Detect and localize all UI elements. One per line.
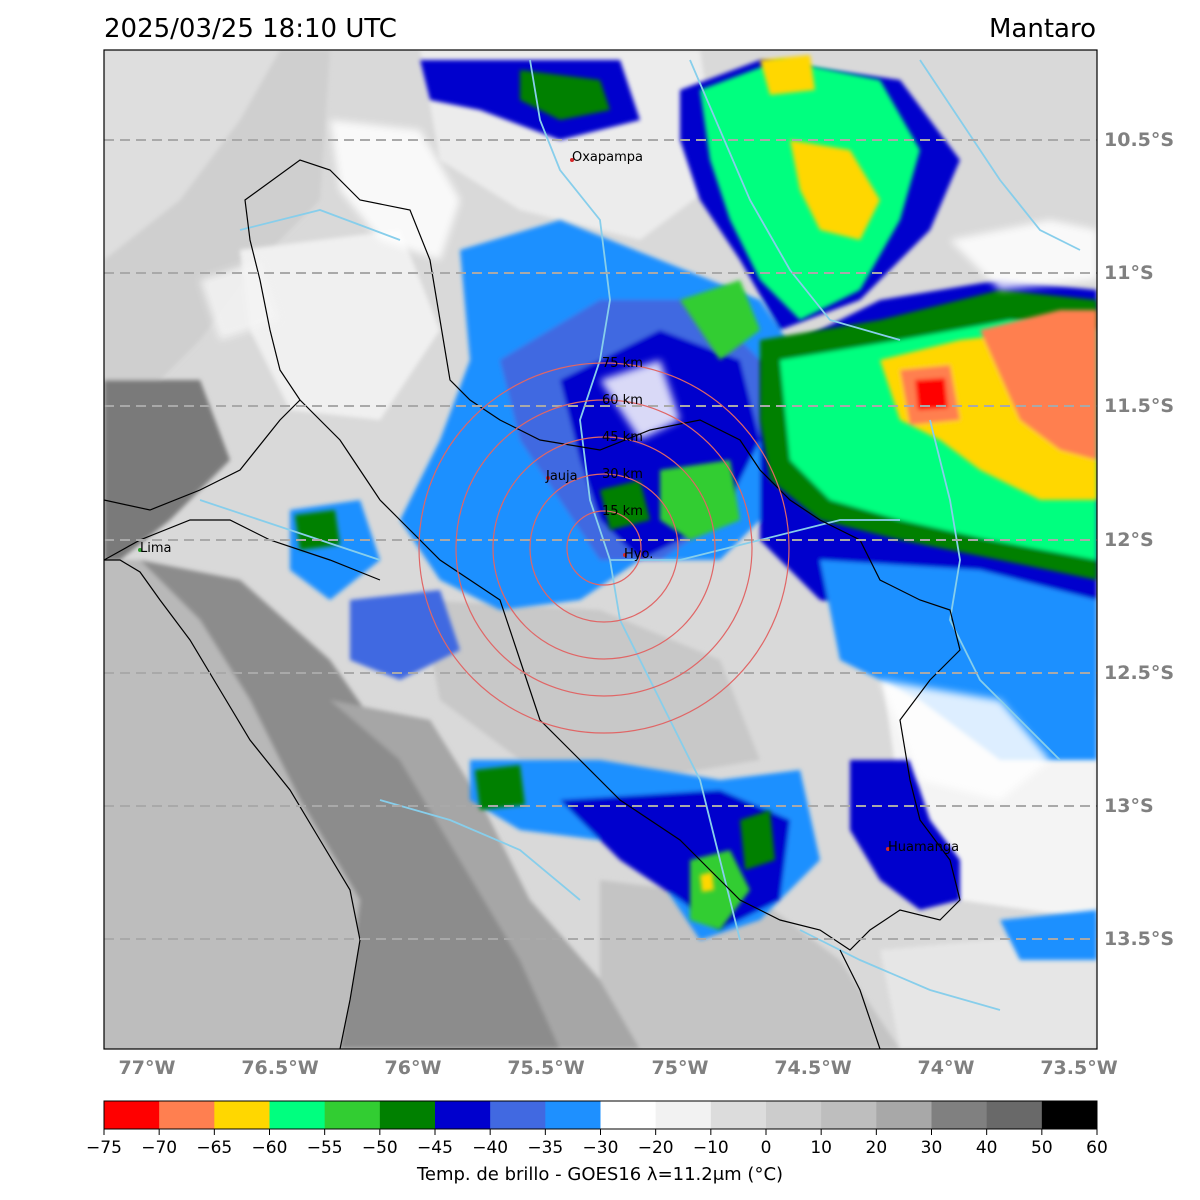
colorbar-tick-label: 0: [761, 1138, 772, 1158]
city-marker-huancayo: [623, 553, 627, 557]
colorbar-segment: [1041, 1101, 1098, 1129]
colorbar-tick-label: −35: [527, 1138, 563, 1158]
ring-label-45: 45 km: [602, 430, 643, 445]
lon-label-75: 75°W: [652, 1057, 709, 1079]
lon-label-74-5: 74.5°W: [774, 1057, 851, 1079]
colorbar-segment: [766, 1101, 822, 1129]
ring-label-60: 60 km: [602, 393, 643, 408]
lat-label-12-5: 12.5°S: [1104, 662, 1174, 684]
colorbar-ticks: −75 −70 −65 −60 −55 −50 −45 −40 −35 −30 −20 −10 0 10 2…: [86, 1129, 1108, 1158]
colorbar-tick-label: 40: [976, 1138, 998, 1158]
colorbar-tick-label: 20: [866, 1138, 888, 1158]
colorbar-tick-label: −70: [141, 1138, 177, 1158]
lon-label-76-5: 76.5°W: [241, 1057, 318, 1079]
colorbar-tick-label: 60: [1086, 1138, 1108, 1158]
city-marker-oxapampa: [570, 158, 574, 162]
colorbar-segment: [821, 1101, 877, 1129]
colorbar-tick-label: −55: [307, 1138, 343, 1158]
colorbar-tick-label: −50: [362, 1138, 398, 1158]
region-title: Mantaro: [989, 14, 1096, 44]
colorbar-segment: [876, 1101, 932, 1129]
colorbar-tick-label: 50: [1031, 1138, 1053, 1158]
colorbar-tick-label: −40: [472, 1138, 508, 1158]
sea-area: [104, 560, 360, 1049]
warm-clouds: [200, 120, 1097, 800]
ring-label-30: 30 km: [602, 467, 643, 482]
colorbar-segment: [490, 1101, 546, 1129]
colorbar-tick-label: 10: [810, 1138, 832, 1158]
colorbar-tick-label: −45: [417, 1138, 453, 1158]
lon-label-73-5: 73.5°W: [1040, 1057, 1117, 1079]
colorbar-segment: [986, 1101, 1043, 1129]
colorbar-tick-label: −30: [583, 1138, 619, 1158]
colorbar-segment: [269, 1101, 326, 1129]
map-content: 15 km 30 km 45 km 60 km 75 km Oxapampa J…: [104, 50, 1097, 1049]
city-label-oxapampa: Oxapampa: [572, 150, 643, 165]
colorbar-tick-label: −75: [86, 1138, 122, 1158]
city-marker-jauja: [546, 476, 550, 480]
colorbar-segment: [214, 1101, 270, 1129]
timestamp-title: 2025/03/25 18:10 UTC: [104, 14, 397, 44]
city-label-huamanga: Huamanga: [888, 840, 959, 855]
colorbar-segment: [379, 1101, 436, 1129]
lon-label-76: 76°W: [385, 1057, 442, 1079]
coldest-tops: [700, 55, 1097, 892]
colorbar-tick-label: 30: [921, 1138, 943, 1158]
lon-label-74: 74°W: [918, 1057, 975, 1079]
lat-label-11: 11°S: [1104, 262, 1154, 284]
lat-gridlines: [104, 139, 1097, 940]
colorbar-segment: [435, 1101, 491, 1129]
rivers: [199, 59, 1081, 1011]
longitude-labels: 77°W 76.5°W 76°W 75.5°W 75°W 74.5°W 74°W…: [119, 1057, 1118, 1079]
colorbar-segment: [104, 1101, 160, 1129]
colorbar-segment: [600, 1101, 657, 1129]
city-marker-lima: [138, 548, 142, 552]
colorbar-segment: [545, 1101, 601, 1129]
lat-label-11-5: 11.5°S: [1104, 395, 1174, 417]
colorbar-title: Temp. de brillo - GOES16 λ=11.2μm (°C): [416, 1164, 783, 1185]
lat-label-13-5: 13.5°S: [1104, 928, 1174, 950]
colorbar-segment: [710, 1101, 767, 1129]
colorbar-segment: [159, 1101, 215, 1129]
lat-label-10-5: 10.5°S: [1104, 129, 1174, 151]
ring-label-75: 75 km: [602, 356, 643, 371]
ring-labels: 15 km 30 km 45 km 60 km 75 km: [602, 356, 643, 519]
lat-label-12: 12°S: [1104, 529, 1154, 551]
city-label-huancayo: Hyo.: [624, 547, 653, 562]
lon-label-75-5: 75.5°W: [507, 1057, 584, 1079]
colorbar-tick-label: −65: [196, 1138, 232, 1158]
lon-label-77: 77°W: [119, 1057, 176, 1079]
latitude-labels: 10.5°S 11°S 11.5°S 12°S 12.5°S 13°S 13.5…: [1104, 129, 1174, 950]
colorbar-segment: [324, 1101, 381, 1129]
lat-label-13: 13°S: [1104, 795, 1154, 817]
map-frame: [103, 49, 1098, 1050]
ring-label-15: 15 km: [602, 504, 643, 519]
city-label-jauja: Jauja: [545, 469, 578, 484]
city-label-lima: Lima: [140, 541, 171, 556]
colorbar-tick-label: −20: [638, 1138, 674, 1158]
colorbar-segment: [655, 1101, 712, 1129]
range-rings: [418, 362, 790, 734]
colorbar-segment: [931, 1101, 988, 1129]
city-marker-huamanga: [886, 847, 890, 851]
cities: Oxapampa Jauja Lima Hyo. Huamanga: [138, 150, 959, 855]
colorbar-frame: [103, 1100, 1098, 1130]
colorbar-tick-label: −60: [252, 1138, 288, 1158]
colorbar-tick-label: −10: [693, 1138, 729, 1158]
colorbar: [104, 1101, 1098, 1129]
